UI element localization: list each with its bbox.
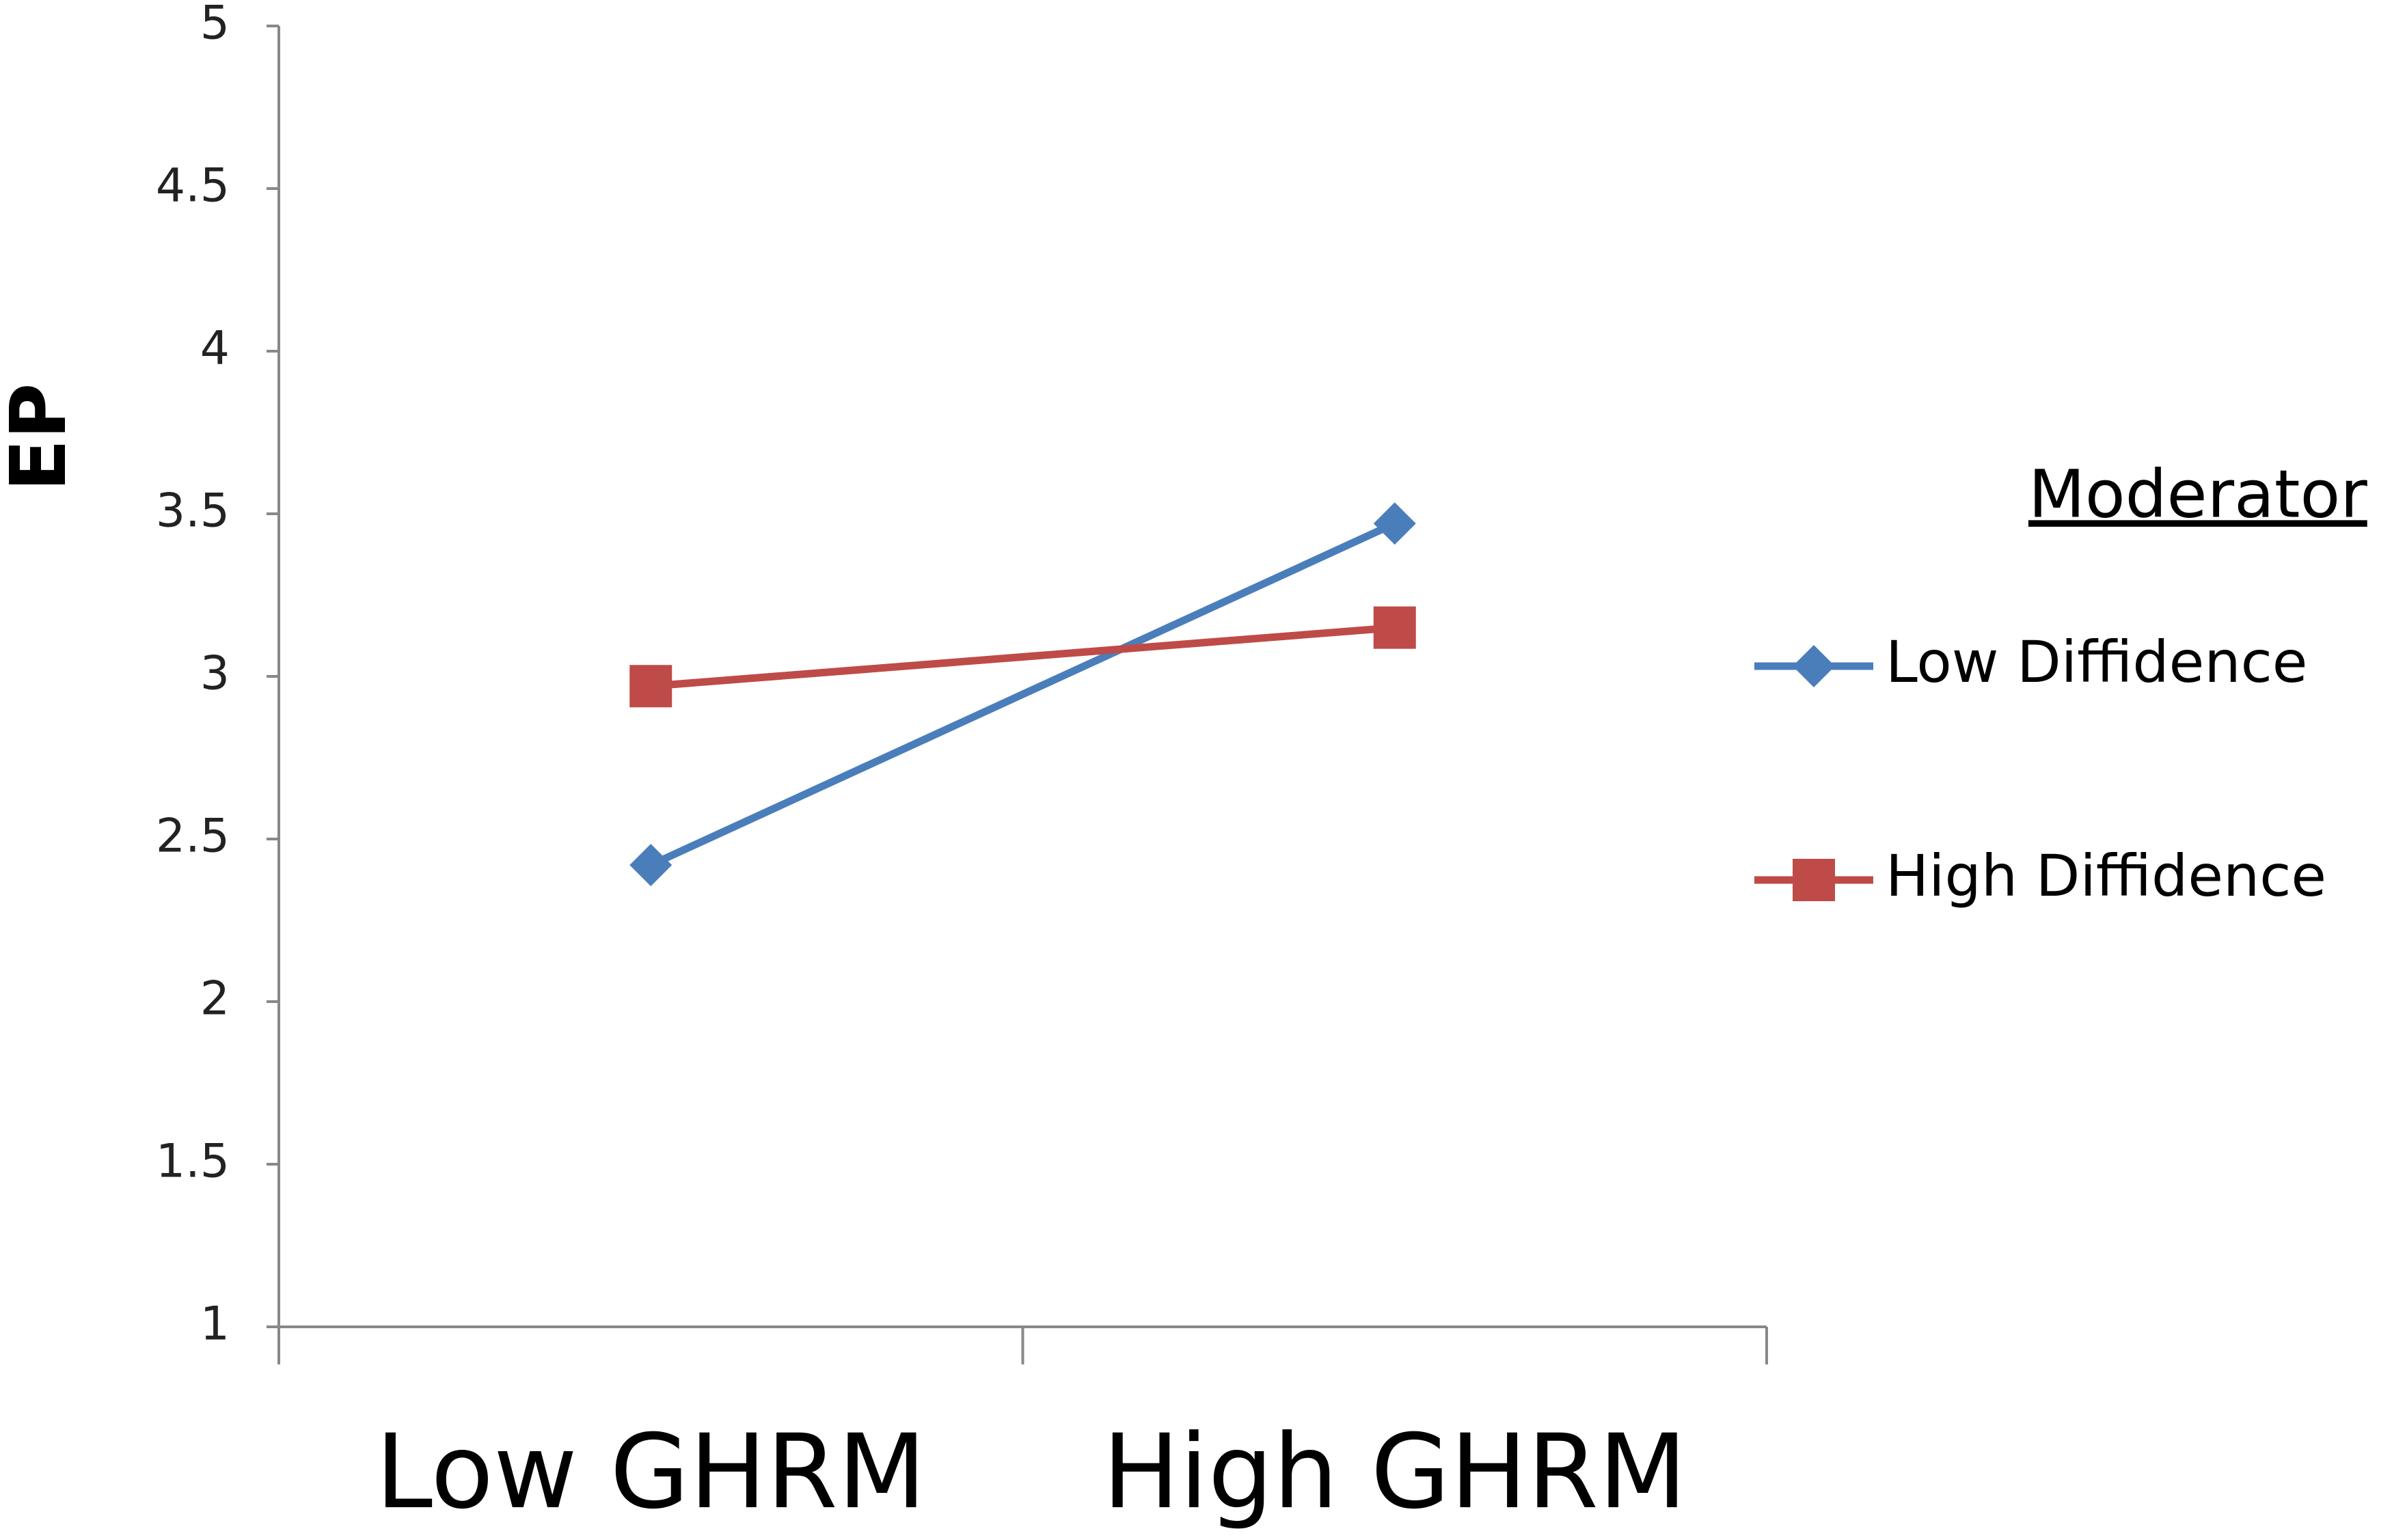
marker [1793,645,1835,687]
y-tick-label: 4 [200,322,230,376]
legend-title: Moderator [2028,456,2367,532]
y-tick-label: 3 [200,647,230,701]
marker [629,665,672,708]
marker [1373,502,1416,545]
legend-label: High Diffidence [1886,842,2326,909]
marker [1793,859,1835,901]
series-line [649,520,1397,869]
y-tick-label: 2.5 [156,810,230,864]
marker [1373,606,1416,649]
series-line [650,624,1396,690]
y-tick-label: 5 [200,0,230,51]
y-tick-label: 4.5 [156,159,230,213]
legend-label: Low Diffidence [1886,629,2307,696]
x-tick-label: Low GHRM [375,1413,926,1532]
y-tick-label: 1 [200,1297,230,1351]
y-tick-label: 3.5 [156,484,230,538]
y-tick-label: 2 [200,972,230,1026]
marker [629,844,672,887]
y-axis-label: EP [0,383,83,492]
y-tick-label: 1.5 [156,1135,230,1189]
x-tick-label: High GHRM [1102,1413,1687,1532]
